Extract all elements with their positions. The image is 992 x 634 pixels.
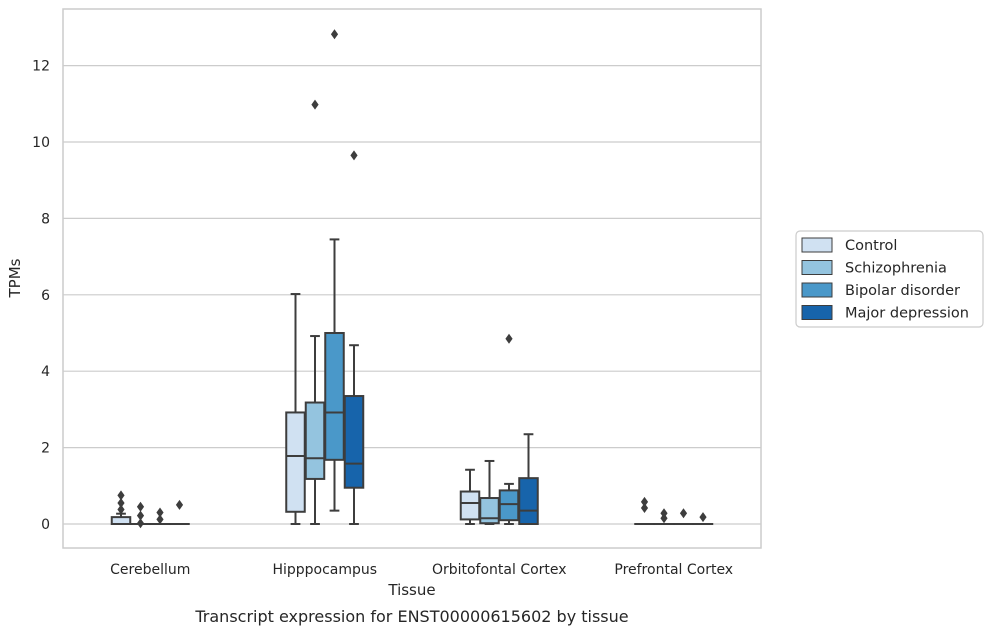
outlier-point [136, 501, 145, 512]
box [459, 490, 481, 521]
legend-swatch [801, 260, 833, 275]
outlier-point [660, 508, 668, 519]
boxes [110, 29, 714, 529]
outlier-point [679, 508, 688, 519]
outlier-point [350, 150, 358, 161]
legend-frame [795, 230, 984, 328]
outlier-point [136, 518, 145, 529]
legend: Control Schizophrenia Bipolar disorder Majo… [795, 230, 984, 328]
legend-label: Bipolar disorder [845, 283, 960, 299]
y-tick-labels: 0 2 4 6 8 10 12 [32, 59, 50, 533]
outlier-point [117, 504, 125, 515]
box [110, 516, 132, 526]
box-group [518, 433, 539, 526]
box-group [343, 150, 365, 525]
outlier-point [505, 333, 513, 344]
box-group [169, 499, 190, 526]
legend-swatch [801, 305, 833, 320]
outlier-point [136, 510, 145, 521]
box-group [304, 99, 326, 525]
x-tick-label: Cerebellum [110, 562, 190, 578]
y-tick-label: 2 [41, 441, 50, 457]
y-tick-label: 0 [41, 517, 50, 533]
x-tick-label: Hipppocampus [272, 562, 377, 578]
x-tick-label: Prefrontal Cortex [614, 562, 733, 578]
box [324, 332, 345, 461]
box [479, 497, 500, 525]
box-group [285, 293, 306, 525]
outlier-point [640, 496, 649, 507]
box-group [634, 496, 655, 526]
x-tick-label: Orbitofontal Cortex [432, 562, 567, 578]
box-group [479, 459, 500, 525]
box-group [692, 512, 714, 526]
outlier-point [175, 499, 184, 510]
x-tick-labels: Cerebellum Hipppocampus Orbitofontal Corte… [110, 562, 733, 578]
legend-swatch [801, 282, 833, 298]
legend-label: Major depression [845, 306, 969, 322]
legend-label: Control [845, 238, 897, 254]
outlier-point [117, 497, 125, 508]
grid-lines [63, 64, 761, 525]
outlier-point [640, 502, 649, 513]
outlier-point [699, 512, 707, 523]
box-group [673, 508, 694, 526]
box [343, 395, 365, 489]
y-axis-label: TPMs [6, 258, 24, 298]
y-tick-label: 6 [41, 288, 50, 304]
box-group [653, 508, 675, 526]
outlier-point [117, 490, 125, 501]
plot-frame [62, 8, 762, 549]
chart-caption: Transcript expression for ENST0000061560… [194, 607, 628, 626]
box [304, 401, 326, 480]
outlier-point [330, 29, 339, 40]
box-group [498, 333, 520, 525]
box-group [459, 468, 481, 525]
y-tick-label: 4 [41, 364, 50, 380]
box [518, 477, 539, 526]
box [498, 489, 520, 522]
box [285, 411, 306, 513]
outlier-point [156, 514, 164, 525]
y-tick-label: 12 [32, 59, 50, 75]
box-group [149, 507, 171, 526]
x-axis-label: Tissue [387, 581, 435, 599]
box-group [130, 501, 151, 529]
box-group [324, 29, 345, 512]
y-tick-label: 8 [41, 211, 50, 227]
outlier-point [156, 507, 164, 518]
legend-swatch [801, 237, 833, 253]
box-group [110, 490, 132, 526]
outlier-point [311, 99, 319, 110]
y-tick-label: 10 [32, 135, 50, 151]
legend-label: Schizophrenia [845, 261, 947, 277]
